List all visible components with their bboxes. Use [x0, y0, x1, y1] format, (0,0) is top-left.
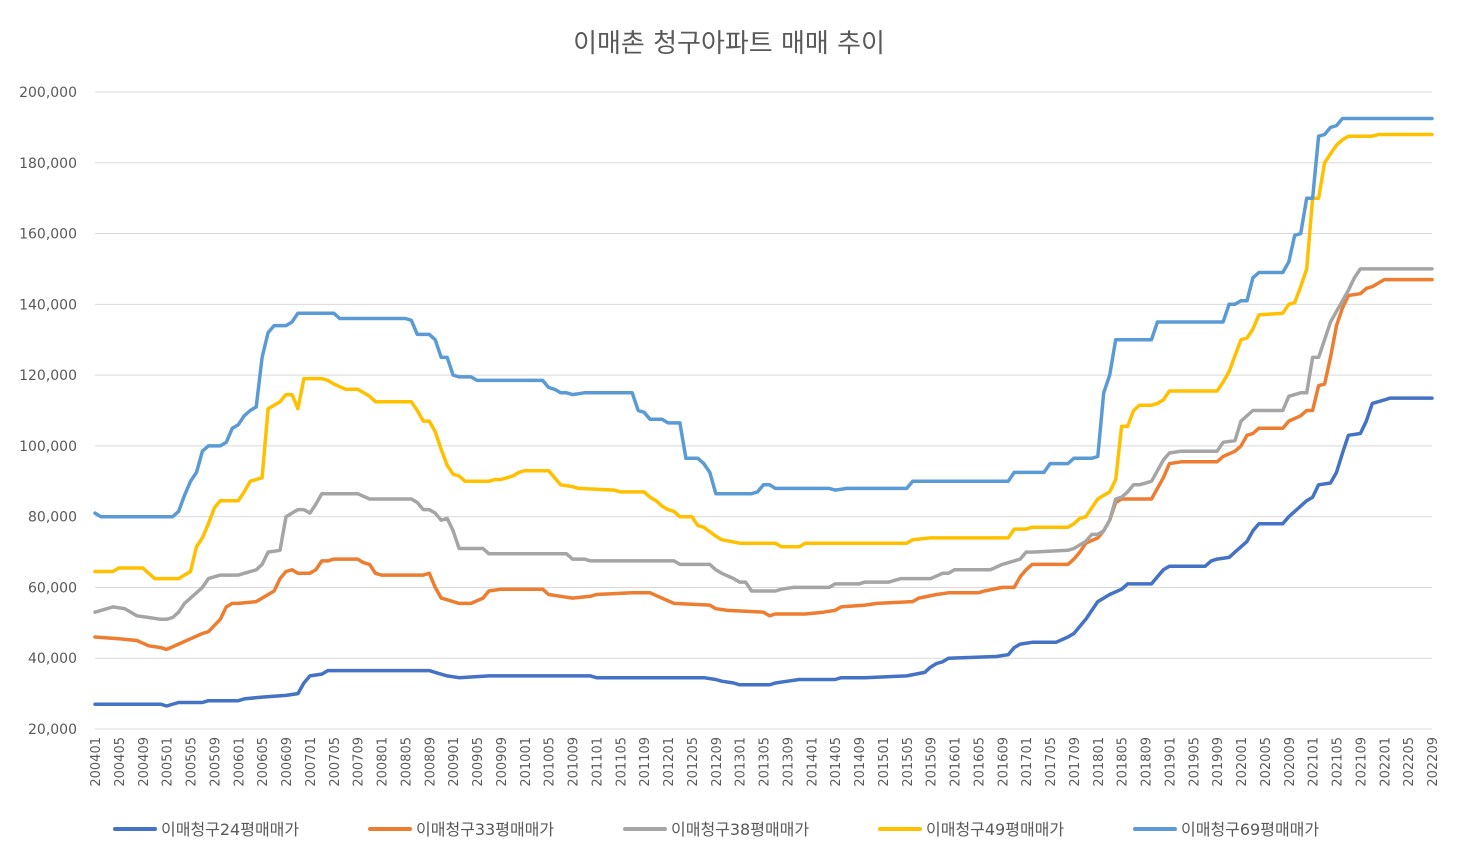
- series-line-3: [93, 267, 1434, 622]
- x-tick-label: 200805: [399, 737, 414, 787]
- x-tick-label: 202101: [1307, 737, 1322, 787]
- x-tick-label: 202201: [1378, 737, 1393, 787]
- x-tick-label: 201201: [662, 737, 677, 787]
- x-tick-label: 201509: [925, 737, 940, 787]
- y-tick-label: 120,000: [19, 368, 77, 384]
- x-tick-label: 201301: [734, 737, 749, 787]
- x-tick-label: 202205: [1402, 737, 1417, 787]
- legend-label: 이매청구69평매매가: [1181, 820, 1319, 839]
- chart-title: 이매촌 청구아파트 매매 추이: [573, 29, 885, 59]
- x-tick-label: 200405: [113, 737, 128, 787]
- x-tick-label: 200509: [208, 737, 223, 787]
- x-tick-label: 200909: [495, 737, 510, 787]
- y-tick-label: 100,000: [19, 439, 77, 455]
- x-tick-label: 200809: [423, 737, 438, 787]
- x-tick-label: 200601: [232, 737, 247, 787]
- x-tick-label: 200905: [471, 737, 486, 787]
- x-tick-label: 200609: [280, 737, 295, 787]
- y-tick-label: 60,000: [28, 580, 77, 596]
- x-tick-label: 201209: [710, 737, 725, 787]
- x-tick-label: 200705: [328, 737, 343, 787]
- x-tick-label: 201809: [1140, 737, 1155, 787]
- x-tick-label: 201909: [1211, 737, 1226, 787]
- x-tick-label: 202005: [1259, 737, 1274, 787]
- x-tick-label: 202105: [1331, 737, 1346, 787]
- x-tick-label: 202001: [1235, 737, 1250, 787]
- y-tick-label: 80,000: [28, 510, 77, 526]
- x-tick-label: 201001: [519, 737, 534, 787]
- series-line-2: [93, 277, 1434, 652]
- x-tick-label: 201401: [805, 737, 820, 787]
- series-line-1: [93, 396, 1434, 708]
- gridlines: [95, 91, 1432, 730]
- x-tick-label: 201405: [829, 737, 844, 787]
- series-line-4: [93, 132, 1434, 581]
- x-tick-label: 201109: [638, 737, 653, 787]
- x-tick-label: 201409: [853, 737, 868, 787]
- x-tick-label: 201801: [1092, 737, 1107, 787]
- y-tick-label: 180,000: [19, 156, 77, 172]
- x-tick-label: 201901: [1163, 737, 1178, 787]
- legend-label: 이매청구24평매매가: [161, 820, 299, 839]
- x-tick-label: 201205: [686, 737, 701, 787]
- legend: 이매청구24평매매가 이매청구33평매매가 이매청구38평매매가 이매청구49평매매가…: [113, 820, 1319, 839]
- x-tick-label: 200709: [352, 737, 367, 787]
- x-tick-label: 201705: [1044, 737, 1059, 787]
- x-tick-label: 201101: [590, 737, 605, 787]
- y-tick-label: 140,000: [19, 297, 77, 313]
- x-tick-label: 201701: [1020, 737, 1035, 787]
- series-lines: [93, 116, 1434, 708]
- legend-label: 이매청구33평매매가: [416, 820, 554, 839]
- x-tick-label: 201005: [543, 737, 558, 787]
- x-tick-label: 201105: [614, 737, 629, 787]
- x-tick-label: 200505: [185, 737, 200, 787]
- x-tick-label: 201805: [1116, 737, 1131, 787]
- x-tick-label: 200701: [304, 737, 319, 787]
- x-tick-label: 200605: [256, 737, 271, 787]
- x-tick-label: 201601: [949, 737, 964, 787]
- x-tick-label: 200901: [447, 737, 462, 787]
- legend-label: 이매청구38평매매가: [671, 820, 809, 839]
- x-tick-label: 201609: [996, 737, 1011, 787]
- x-tick-label: 201505: [901, 737, 916, 787]
- legend-label: 이매청구49평매매가: [926, 820, 1064, 839]
- x-tick-label: 202109: [1354, 737, 1369, 787]
- x-tick-label: 202209: [1426, 737, 1441, 787]
- y-tick-label: 20,000: [28, 722, 77, 738]
- series-line-5: [93, 116, 1434, 519]
- y-axis: 20,000 40,000 60,000 80,000 100,000 120,000 14…: [19, 85, 77, 738]
- y-tick-label: 160,000: [19, 227, 77, 243]
- x-tick-label: 202009: [1283, 737, 1298, 787]
- x-tick-label: 201905: [1187, 737, 1202, 787]
- x-tick-label: 201305: [758, 737, 773, 787]
- y-tick-label: 200,000: [19, 85, 77, 101]
- x-tick-label: 201501: [877, 737, 892, 787]
- x-tick-label: 201709: [1068, 737, 1083, 787]
- x-axis: 200401 200405 200409 200501 200505 200509 2006…: [89, 737, 1441, 787]
- x-tick-label: 200801: [376, 737, 391, 787]
- x-tick-label: 201605: [972, 737, 987, 787]
- x-tick-label: 200501: [161, 737, 176, 787]
- x-tick-label: 200401: [89, 737, 104, 787]
- x-tick-label: 200409: [137, 737, 152, 787]
- x-tick-label: 201309: [781, 737, 796, 787]
- y-tick-label: 40,000: [28, 651, 77, 667]
- x-tick-label: 201009: [567, 737, 582, 787]
